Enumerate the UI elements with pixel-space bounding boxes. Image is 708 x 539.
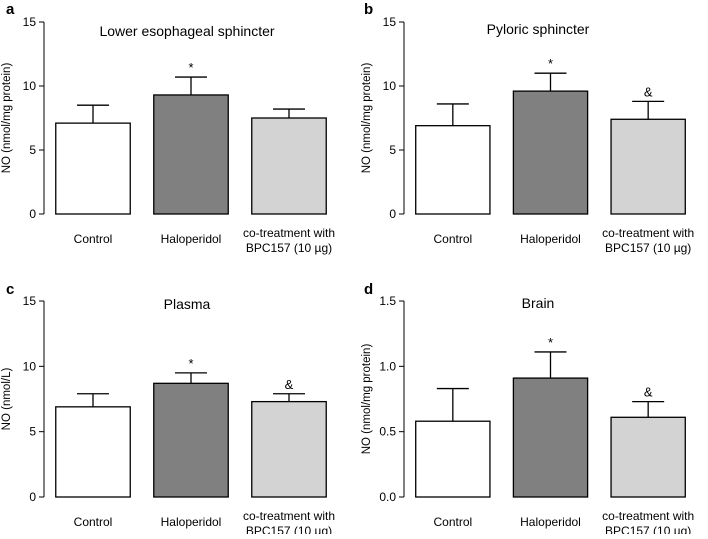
- y-tick-label: 0: [29, 207, 36, 221]
- panel-a: a Lower esophageal sphincter 0 5 10 15 NO (nmo…: [1, 1, 335, 255]
- panel-title: Brain: [522, 295, 555, 311]
- bar: [55, 406, 131, 498]
- panel-title: Lower esophageal sphincter: [99, 23, 274, 39]
- x-category-label: BPC157 (10 µg): [246, 524, 332, 534]
- significance-asterisk: *: [548, 335, 553, 350]
- y-tick-label: 10: [383, 79, 397, 93]
- x-category-label: Haloperidol: [161, 232, 222, 246]
- panel-letter: d: [364, 281, 373, 298]
- panel-letter: a: [6, 1, 15, 18]
- panel-letter: b: [364, 1, 373, 18]
- significance-ampersand: &: [285, 377, 294, 392]
- x-category-label: Haloperidol: [520, 232, 581, 246]
- y-tick-label: 15: [383, 15, 397, 29]
- bar: [251, 117, 327, 215]
- panel-title: Pyloric sphincter: [487, 21, 590, 37]
- panel-c: c Plasma 0 5 10 15 NO (nmol/L) Control * Haloperi…: [1, 281, 335, 538]
- bar: [55, 122, 131, 215]
- significance-ampersand: &: [644, 84, 653, 99]
- y-tick-label: 5: [29, 425, 36, 439]
- significance-ampersand: &: [644, 385, 653, 400]
- panel-title: Plasma: [164, 296, 211, 312]
- x-category-label: Haloperidol: [161, 515, 222, 529]
- y-tick-label: 15: [23, 294, 37, 308]
- significance-asterisk: *: [548, 56, 553, 71]
- panel-b: b Pyloric sphincter 0 5 10 15 NO (nmol/mg prot…: [361, 1, 694, 255]
- x-category-label: co-treatment with: [243, 226, 335, 240]
- bar: [415, 420, 491, 498]
- bar: [153, 382, 229, 498]
- bar: [153, 94, 229, 215]
- x-category-label: co-treatment with: [602, 509, 694, 523]
- x-category-label: Control: [74, 515, 113, 529]
- x-category-label: Control: [74, 232, 113, 246]
- y-tick-label: 0.5: [379, 425, 396, 439]
- y-axis-label: NO (nmol/L): [1, 368, 13, 431]
- bar: [512, 377, 589, 498]
- y-tick-label: 1.5: [379, 294, 396, 308]
- y-axis-label: NO (nmol/mg protein): [361, 344, 373, 455]
- panel-d: d Brain 0.0 0.5 1.0 1.5 NO (nmol/mg protein) Co…: [361, 281, 694, 538]
- y-tick-label: 0: [389, 207, 396, 221]
- y-tick-label: 5: [29, 143, 36, 157]
- bar: [251, 400, 327, 498]
- y-tick-label: 1.0: [379, 359, 396, 373]
- y-tick-label: 10: [23, 359, 37, 373]
- x-category-label: BPC157 (10 µg): [605, 524, 691, 534]
- x-category-label: Control: [433, 515, 472, 529]
- x-category-label: BPC157 (10 µg): [246, 241, 332, 255]
- x-category-label: BPC157 (10 µg): [605, 241, 691, 255]
- x-category-label: Haloperidol: [520, 515, 581, 529]
- significance-asterisk: *: [188, 60, 193, 75]
- bar: [415, 125, 491, 215]
- y-axis-label: NO (nmol/mg protein): [361, 63, 373, 174]
- y-axis-label: NO (nmol/mg protein): [1, 63, 13, 174]
- y-tick-label: 10: [23, 79, 37, 93]
- significance-asterisk: *: [188, 356, 193, 371]
- bar: [610, 118, 686, 215]
- y-tick-label: 15: [23, 15, 37, 29]
- panel-letter: c: [6, 281, 14, 298]
- bar: [610, 416, 686, 498]
- y-tick-label: 5: [389, 143, 396, 157]
- bar: [512, 90, 589, 215]
- x-category-label: co-treatment with: [243, 509, 335, 523]
- y-tick-label: 0.0: [379, 490, 396, 504]
- x-category-label: co-treatment with: [602, 226, 694, 240]
- y-tick-label: 0: [29, 490, 36, 504]
- x-category-label: Control: [433, 232, 472, 246]
